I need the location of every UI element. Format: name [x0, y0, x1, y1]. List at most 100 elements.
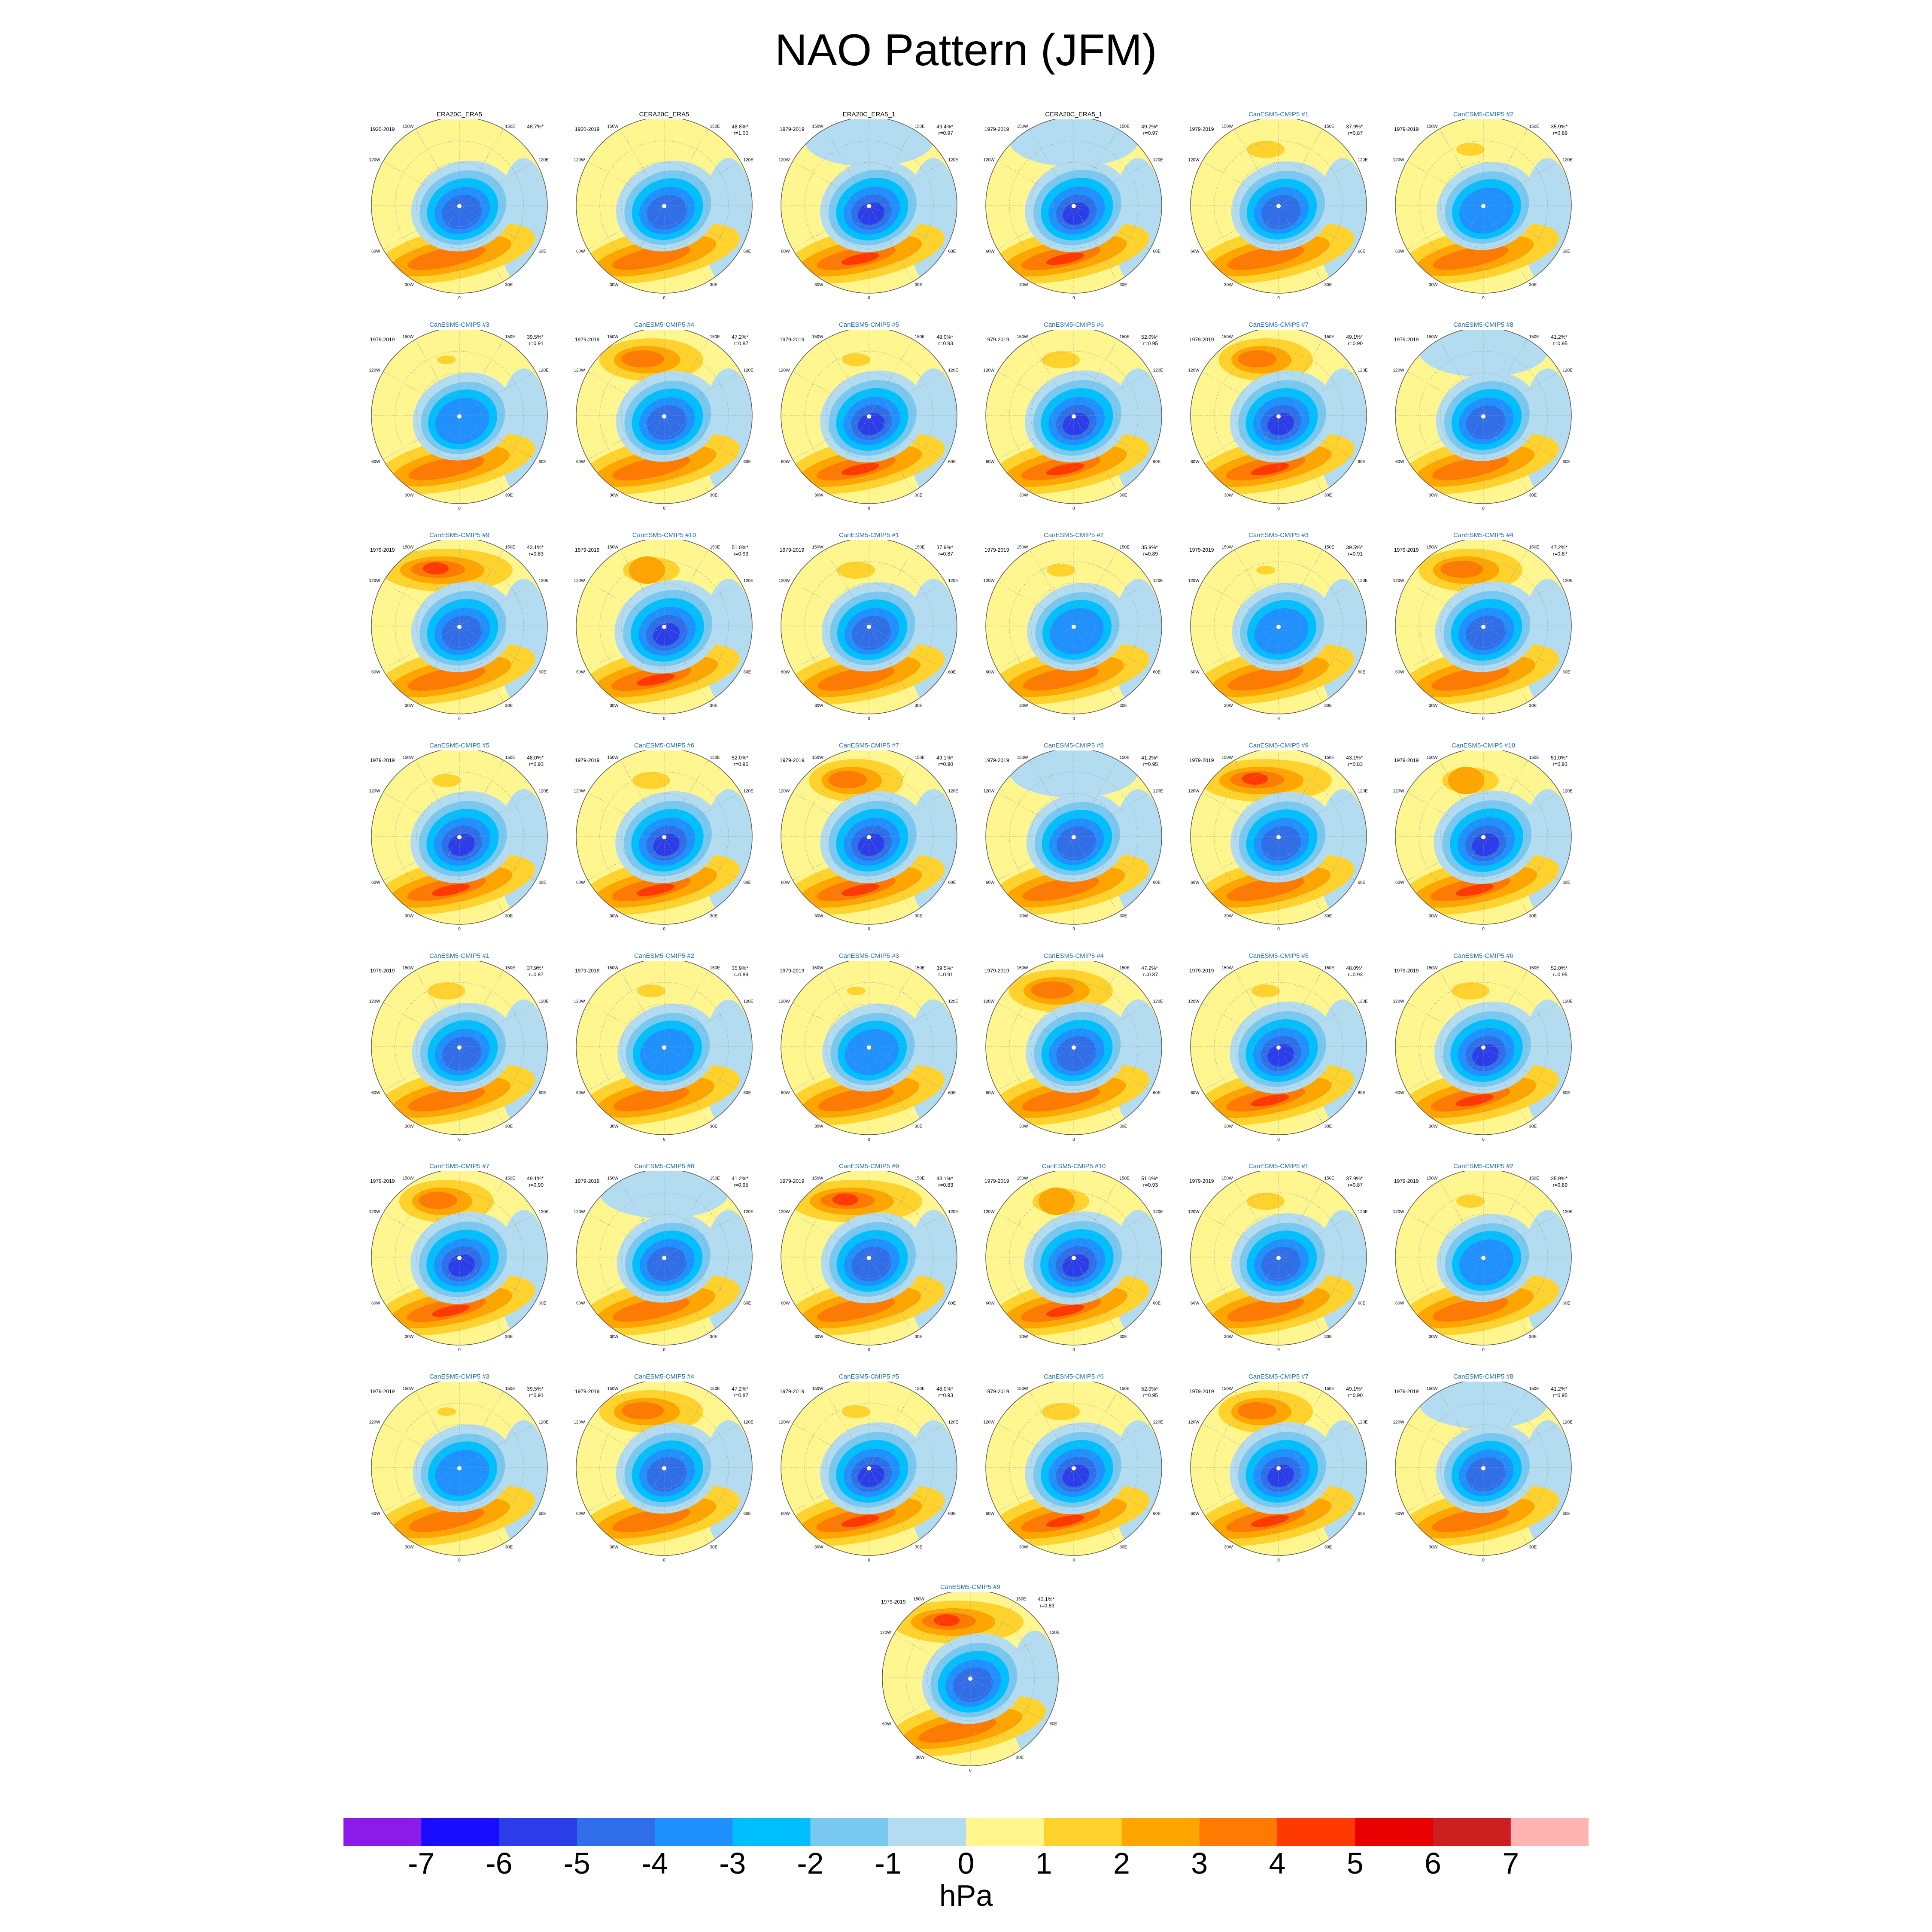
meridian-line	[588, 205, 665, 249]
slp-field	[781, 1382, 957, 1555]
panel-title: CanESM5-CMIP5 #1	[429, 952, 490, 960]
meridian-line	[383, 1002, 460, 1047]
explained-variance: 39.5%*	[936, 965, 953, 971]
longitude-label: 60W	[986, 249, 995, 254]
nao-map-panel: CanESM5-CMIP5 #10180150W150E120W120E90W9…	[984, 1163, 1164, 1364]
longitude-label: 120E	[948, 789, 958, 794]
longitude-label: 120W	[369, 579, 380, 583]
longitude-label: 60W	[1191, 881, 1200, 885]
longitude-label: 0	[1277, 717, 1280, 721]
meridian-line	[1483, 1046, 1528, 1123]
panel-stats: 41.2%* r=0.95	[1551, 334, 1567, 347]
polar-low-contour	[1472, 1044, 1499, 1066]
atlantic-high-core	[1046, 1515, 1084, 1528]
meridian-line	[970, 1601, 1015, 1678]
longitude-label: 30W	[405, 914, 414, 918]
panel-years: 1979-2019	[1189, 337, 1214, 343]
longitude-label: 60W	[1191, 670, 1200, 675]
longitude-label: 120E	[538, 999, 549, 1004]
meridian-line	[869, 582, 945, 626]
meridian-line	[869, 1046, 913, 1123]
longitude-label: 120E	[538, 1420, 549, 1425]
meridian-line	[620, 129, 665, 206]
panel-title: CanESM5-CMIP5 #6	[634, 742, 695, 749]
polar-map: 180150W150E120W120E90W90E60W60E30W30E0	[1188, 1382, 1368, 1563]
meridian-line	[383, 626, 460, 670]
atlantic-high-inner	[1022, 1087, 1100, 1112]
explained-variance: 49.1%*	[527, 1176, 544, 1182]
north-pole-marker	[1481, 1256, 1485, 1260]
longitude-label: 60E	[1562, 460, 1570, 465]
polar-low-contour	[435, 398, 489, 444]
meridian-line	[869, 415, 945, 460]
longitude-label: 120W	[574, 368, 585, 373]
polar-map: 180150W150E120W120E90W90E60W60E30W30E0	[369, 750, 549, 932]
nao-map-panel: ERA20C_ERA5_1180150W150E120W120E90W90E60…	[779, 111, 959, 313]
meridian-line	[1278, 1257, 1323, 1334]
longitude-label: 150E	[505, 1387, 516, 1391]
panel-stats: 52.0%* r=0.95	[732, 755, 748, 768]
meridian-line	[1483, 205, 1560, 249]
panel-years: 1979-2019	[370, 1388, 395, 1394]
meridian-line	[415, 129, 460, 206]
longitude-label: 60W	[1191, 460, 1200, 465]
polar-low-contour	[442, 615, 482, 650]
longitude-label: 150E	[1529, 966, 1540, 971]
pacific-high-inner	[621, 1402, 664, 1419]
polar-low-contour	[1466, 1457, 1506, 1492]
atlantic-high-inner	[1227, 876, 1305, 901]
longitude-label: 30E	[1120, 493, 1127, 498]
polar-low-contour	[442, 1036, 482, 1071]
longitude-label: 30W	[1224, 914, 1233, 918]
graticule	[986, 1171, 1162, 1345]
colorbar-box	[810, 1818, 889, 1846]
north-pole-marker	[457, 1256, 462, 1260]
polar-low-contour	[1472, 833, 1499, 856]
pattern-correlation: r=0.93	[733, 551, 748, 557]
meridian-line	[1278, 970, 1323, 1047]
longitude-label: 30E	[1529, 283, 1537, 287]
slp-field	[1191, 961, 1367, 1135]
graticule	[371, 540, 547, 714]
north-pole-marker	[1481, 1045, 1485, 1050]
panel-title: CanESM5-CMIP5 #4	[634, 1373, 695, 1380]
longitude-label: 150E	[915, 545, 925, 550]
graticule	[1191, 750, 1367, 924]
panel-stats: 47.2%* r=0.87	[1551, 544, 1567, 557]
slp-field	[576, 961, 752, 1135]
pacific-high-outer	[842, 1405, 870, 1418]
meridian-line	[459, 1391, 504, 1468]
longitude-label: 120W	[779, 158, 790, 163]
panel-stats: 51.0%* r=0.93	[1141, 1176, 1158, 1188]
pattern-correlation: r=0.83	[1348, 761, 1363, 767]
longitude-label: 120W	[369, 999, 380, 1004]
meridian-line	[383, 792, 460, 837]
meridian-line	[1439, 415, 1484, 492]
meridian-line	[1202, 792, 1279, 837]
pacific-high-outer	[1456, 1195, 1485, 1208]
graticule	[986, 961, 1162, 1135]
meridian-line	[1234, 1046, 1279, 1123]
north-pole-marker	[968, 1677, 972, 1681]
meridian-line	[383, 371, 460, 416]
meridian-line	[459, 205, 504, 282]
explained-variance: 43.1%*	[1038, 1596, 1054, 1602]
polar-map: 180150W150E120W120E90W90E60W60E30W30E0	[1188, 1171, 1368, 1352]
atlantic-high-core	[1046, 463, 1084, 476]
longitude-label: 60E	[948, 1512, 956, 1516]
longitude-label: 30W	[814, 1545, 823, 1549]
meridian-line	[664, 626, 708, 702]
north-pole-marker	[662, 1256, 666, 1260]
panel-stats: 39.5%* r=0.91	[527, 1386, 544, 1399]
longitude-label: 30W	[1429, 283, 1438, 287]
nao-map-panel: CanESM5-CMIP5 #7180150W150E120W120E90W90…	[1188, 321, 1369, 523]
longitude-label: 0	[663, 1558, 665, 1563]
panel-title: CanESM5-CMIP5 #7	[838, 742, 899, 749]
meridian-line	[415, 1391, 460, 1468]
polar-map: 180150W150E120W120E90W90E60W60E30W30E0	[779, 119, 958, 301]
longitude-label: 120W	[1188, 789, 1200, 794]
map-border	[1190, 750, 1367, 925]
polar-low-contour	[653, 833, 680, 856]
pacific-high-outer	[1247, 141, 1285, 158]
nao-map-panel: ERA20C_ERA5180150W150E120W120E90W90E60W6…	[369, 111, 550, 313]
